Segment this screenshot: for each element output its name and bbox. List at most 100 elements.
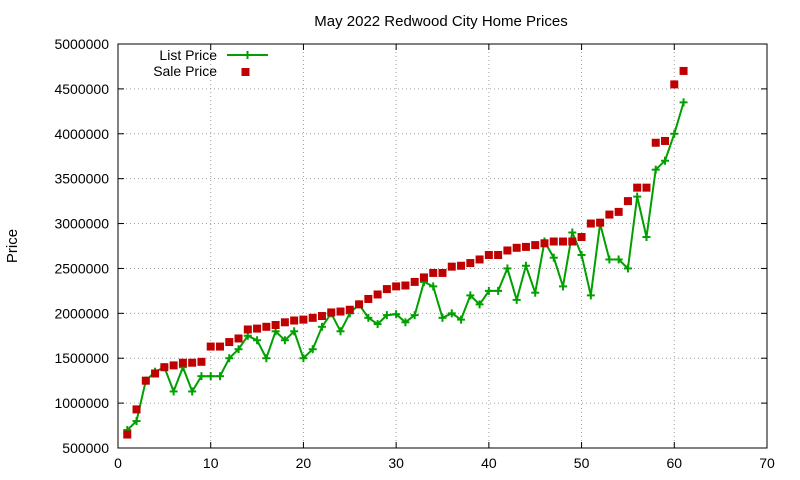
sale-price-point (392, 282, 401, 291)
sale-price-point (345, 305, 354, 314)
sale-price-point (540, 239, 549, 248)
x-tick-label: 60 (666, 455, 682, 471)
sale-price-point (457, 261, 466, 270)
list-price-point (633, 192, 642, 201)
legend-label-sale-price: Sale Price (153, 63, 217, 79)
x-tick-label: 10 (203, 455, 219, 471)
list-price-point (392, 310, 401, 319)
sale-price-point (670, 80, 679, 89)
y-tick-label: 4500000 (54, 81, 109, 97)
axis-ticks: 0 10 20 30 40 50 60 70 500000 1000000 1500000 20000… (54, 36, 775, 471)
list-price-point (503, 264, 512, 273)
list-price-point (614, 255, 623, 264)
y-axis-label: Price (4, 229, 21, 263)
list-price-point (447, 309, 456, 318)
sale-price-point (521, 242, 530, 251)
list-price-point (484, 286, 493, 295)
sale-price-point (475, 255, 484, 264)
list-price-point (132, 417, 141, 426)
x-tick-label: 20 (296, 455, 312, 471)
sale-price-point (132, 405, 141, 414)
sale-price-point (512, 243, 521, 252)
list-price-point (169, 387, 178, 396)
x-tick-label: 40 (481, 455, 497, 471)
sale-price-point (568, 237, 577, 246)
sale-price-point (633, 183, 642, 192)
sale-price-point (151, 369, 160, 378)
sale-price-point (661, 136, 670, 145)
y-tick-label: 2500000 (54, 260, 109, 276)
sale-price-point (429, 268, 438, 277)
list-price-point (521, 261, 530, 270)
list-price-point (586, 291, 595, 300)
list-price-point (559, 282, 568, 291)
list-price-point (373, 320, 382, 329)
list-price-point (364, 313, 373, 322)
sale-price-point (651, 138, 660, 147)
list-price-point (577, 250, 586, 259)
sale-price-point (215, 342, 224, 351)
y-tick-label: 1000000 (54, 395, 109, 411)
list-price-point (410, 311, 419, 320)
y-tick-label: 2000000 (54, 305, 109, 321)
sale-price-point (188, 358, 197, 367)
list-price-point (475, 300, 484, 309)
sale-price-point (419, 273, 428, 282)
y-tick-label: 5000000 (54, 36, 109, 52)
sale-price-point (234, 334, 243, 343)
x-tick-label: 50 (574, 455, 590, 471)
y-tick-label: 500000 (62, 440, 109, 456)
sale-price-point (280, 318, 289, 327)
list-price-point (661, 156, 670, 165)
list-price-point (438, 313, 447, 322)
list-price-point (494, 286, 503, 295)
sale-price-point (410, 277, 419, 286)
sale-price-point (623, 197, 632, 206)
list-price-point (197, 372, 206, 381)
sale-price-point (596, 218, 605, 227)
list-price-point (280, 336, 289, 345)
sale-price-point (160, 363, 169, 372)
sale-price-point (605, 210, 614, 219)
list-price-point (299, 354, 308, 363)
series-layer (123, 66, 688, 439)
x-tick-label: 30 (388, 455, 404, 471)
sale-price-point (271, 321, 280, 330)
sale-price-point (382, 285, 391, 294)
grid-lines (118, 44, 767, 448)
list-price-point (568, 228, 577, 237)
sale-price-point (327, 308, 336, 317)
sale-price-point (169, 361, 178, 370)
sale-price-point (577, 233, 586, 242)
sale-price-point (466, 259, 475, 268)
list-price-point (642, 233, 651, 242)
sale-price-point (262, 322, 271, 331)
list-price-point (317, 322, 326, 331)
list-price-point (457, 315, 466, 324)
sale-price-point (549, 237, 558, 246)
list-price-point (429, 282, 438, 291)
plot-border (117, 43, 768, 449)
x-tick-label: 70 (759, 455, 775, 471)
sale-price-point (503, 246, 512, 255)
sale-price-point (243, 325, 252, 334)
legend-label-list-price: List Price (159, 47, 217, 63)
list-price-point (531, 288, 540, 297)
sale-price-point (614, 207, 623, 216)
sale-price-point (364, 294, 373, 303)
sale-price-point (559, 237, 568, 246)
list-price-point (253, 336, 262, 345)
list-price-point (549, 253, 558, 262)
list-price-point (290, 327, 299, 336)
list-price-point (651, 165, 660, 174)
sale-price-point (123, 430, 132, 439)
y-tick-label: 3500000 (54, 171, 109, 187)
sale-price-point (679, 66, 688, 75)
sale-price-point (401, 281, 410, 290)
sale-price-point (141, 376, 150, 385)
x-tick-label: 0 (114, 455, 122, 471)
sale-price-point (494, 250, 503, 259)
sale-price-point (531, 241, 540, 250)
